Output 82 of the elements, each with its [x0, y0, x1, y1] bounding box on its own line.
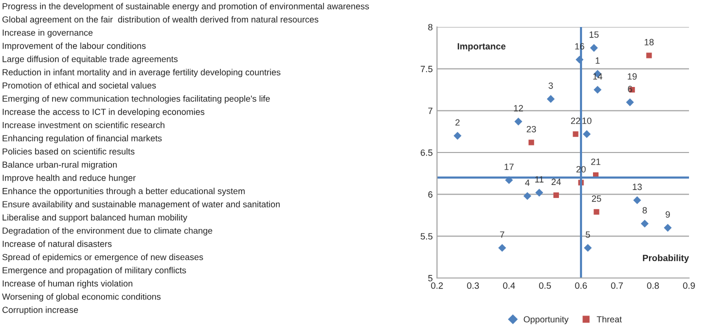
annotation: 15: [590, 32, 599, 38]
text: Enhancing regulation of financial markets: [2, 134, 162, 144]
annotation: 24: [552, 178, 561, 185]
text: Enhance the opportunities through a better educational system: [2, 188, 245, 196]
y-tick-label: 6.5: [420, 149, 432, 156]
point: [572, 131, 578, 137]
text: Improve health and reduce hunger: [2, 174, 136, 183]
annotation: 4: [525, 180, 530, 186]
text: Large diffusion of equitable trade agreements: [2, 56, 178, 64]
y-tick-label: 6: [428, 191, 432, 198]
text: Degradation of the environment due to climate change: [2, 227, 212, 236]
text: Spread of epidemics or emergence of new diseases: [2, 254, 204, 262]
text: Increase of natural disasters: [2, 240, 112, 247]
x-tick-label: 0.4: [503, 282, 516, 289]
text: Ensure availability and sustainable management of water and sanitation: [2, 200, 280, 210]
x-tick-label: 0.2: [431, 282, 443, 289]
annotation: 5: [586, 231, 590, 238]
x-tick-label: 0.7: [611, 282, 623, 289]
text: Liberalise and support balanced human mobility: [2, 214, 188, 222]
text: Worsening of global economic conditions: [2, 293, 161, 302]
point: [626, 98, 634, 106]
annotation: 19: [628, 73, 637, 80]
legend-label: Opportunity: [524, 316, 569, 324]
point: [514, 118, 522, 126]
point: [646, 52, 652, 58]
text: Emergence and propagation of military conflicts: [2, 266, 186, 276]
annotation: 12: [514, 105, 523, 112]
text: Improvement of the labour conditions: [2, 42, 146, 51]
annotation: 7: [500, 231, 504, 238]
point: [640, 220, 649, 228]
point: [590, 44, 598, 52]
annotation: 1: [596, 57, 600, 64]
x-axis-title: Probability: [642, 254, 689, 263]
x-tick-label: 0.5: [539, 282, 551, 289]
text: Balance urban-rural migration: [2, 161, 117, 170]
y-tick-label: 5: [428, 275, 432, 282]
legend-label: Threat: [596, 316, 622, 322]
annotation: 10: [582, 118, 592, 124]
annotation: 14: [593, 73, 602, 80]
annotation: 13: [632, 184, 642, 190]
x-tick-label: 0.9: [683, 282, 695, 289]
y-tick-label: 7.5: [420, 66, 432, 72]
point: [553, 192, 559, 198]
text: Increase the access to ICT in developing economies: [2, 108, 204, 117]
point: [582, 130, 591, 138]
point: [664, 224, 672, 232]
text: Increase investment on scientific research: [2, 122, 164, 128]
y-axis-title: Importance: [458, 43, 506, 52]
annotation: 3: [548, 82, 553, 89]
point: [633, 196, 642, 204]
point: [594, 209, 600, 215]
y-tick-label: 8: [428, 24, 432, 30]
text: Reduction in infant mortality and in average fertility developing countries: [2, 68, 280, 78]
text: Corruption increase: [2, 306, 78, 315]
annotation: 18: [644, 38, 654, 46]
annotation: 17: [504, 164, 514, 170]
point: [546, 95, 555, 103]
annotation: 23: [526, 126, 536, 132]
annotation: 2: [455, 119, 460, 126]
text: Promotion of ethical and societal values: [2, 82, 156, 89]
point: [535, 188, 544, 197]
x-tick-label: 0.6: [575, 282, 587, 289]
point: [498, 244, 506, 252]
x-tick-label: 0.8: [647, 282, 659, 289]
text: Increase in governance: [2, 29, 93, 38]
text: Emerging of new communication technologies facilitating people's life: [2, 95, 270, 104]
point: [594, 86, 602, 94]
annotation: 21: [591, 158, 600, 165]
point: [584, 244, 592, 252]
y-tick-label: 5.5: [420, 233, 432, 240]
text: Progress in the development of sustainable energy and promotion of environmental awareness: [2, 2, 369, 12]
annotation: 25: [592, 195, 602, 202]
x-tick-label: 0.3: [467, 282, 479, 289]
text: Increase of human rights violation: [2, 280, 132, 288]
annotation: 9: [666, 211, 670, 218]
y-tick-label: 7: [428, 108, 432, 114]
point: [528, 140, 534, 146]
text: Global agreement on the fair distribution of wealth derived from natural resources: [2, 16, 318, 24]
point: [523, 192, 532, 200]
text: Policies based on scientific results: [2, 148, 134, 155]
point: [454, 132, 462, 140]
annotation: 8: [642, 207, 647, 214]
